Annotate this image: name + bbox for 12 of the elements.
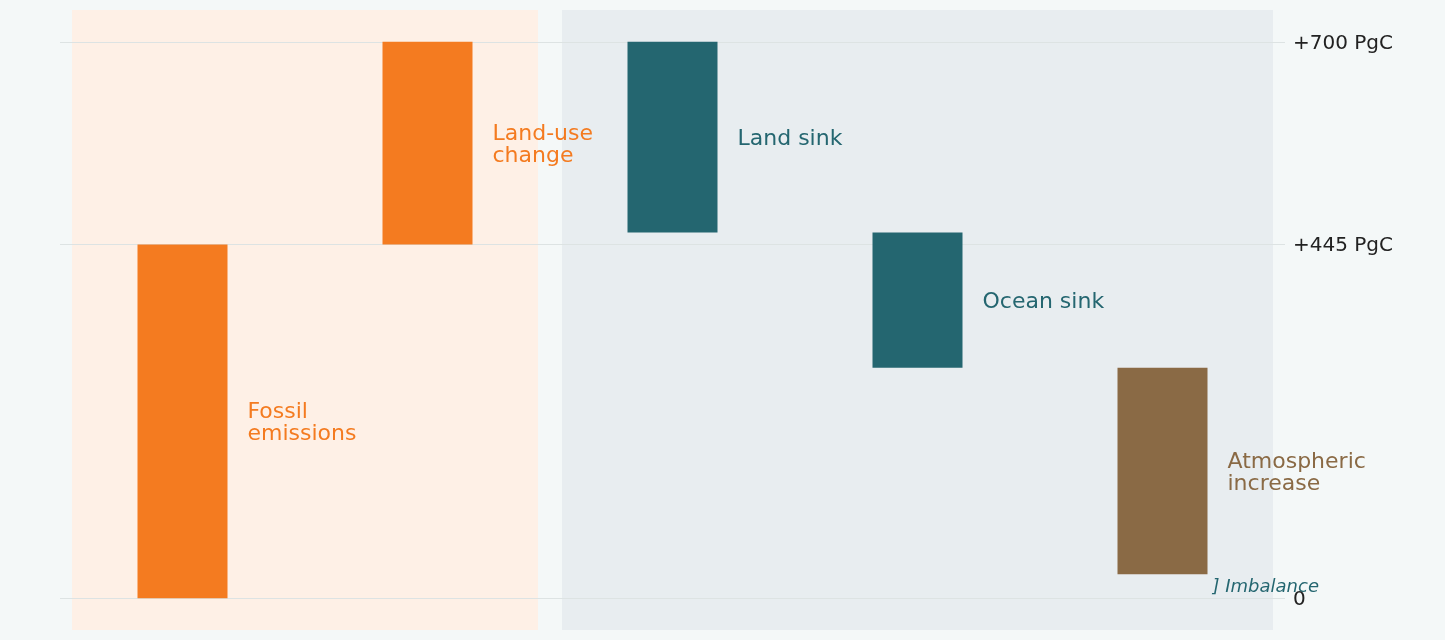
x-tick-label: Land-use change xyxy=(492,119,601,167)
bar xyxy=(382,41,473,245)
y-tick-label: +445 PgC xyxy=(1293,232,1394,257)
x-tick-label: Fossil emissions xyxy=(247,397,357,445)
y-tick-label: +700 PgC xyxy=(1293,29,1394,54)
bar xyxy=(137,244,228,599)
bar xyxy=(627,41,718,233)
x-tick-label: Land sink xyxy=(737,124,843,150)
bar xyxy=(872,232,963,368)
x-tick-label: Atmospheric increase xyxy=(1227,447,1373,495)
x-tick-label: Ocean sink xyxy=(982,287,1105,313)
bar xyxy=(1117,367,1208,575)
